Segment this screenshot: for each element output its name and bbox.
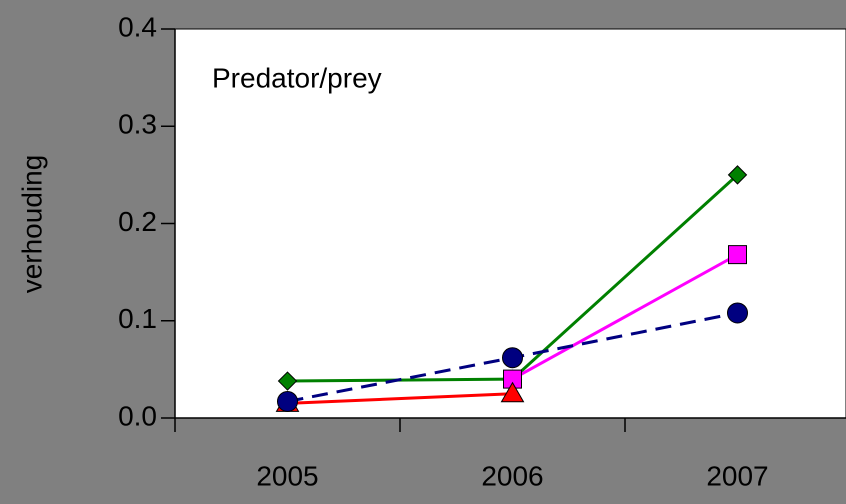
marker [502,347,523,369]
x-tick-label: 2005 [256,460,318,491]
marker [727,302,748,324]
y-tick-label: 0.0 [118,400,157,431]
marker [727,165,748,185]
y-tick-label: 0.3 [118,109,157,140]
marker [277,371,298,391]
y-tick-label: 0.2 [118,206,157,237]
marker [500,381,525,403]
x-tick-label: 2006 [481,460,543,491]
series-line [287,392,513,405]
y-tick-label: 0.4 [118,11,157,42]
marker [728,245,747,265]
x-tick-label: 2007 [706,460,768,491]
series-line [511,253,739,381]
y-tick-label: 0.1 [118,303,157,334]
marker [277,390,298,412]
y-axis-label: verhouding [16,155,47,294]
chart-title: Predator/prey [212,62,382,93]
